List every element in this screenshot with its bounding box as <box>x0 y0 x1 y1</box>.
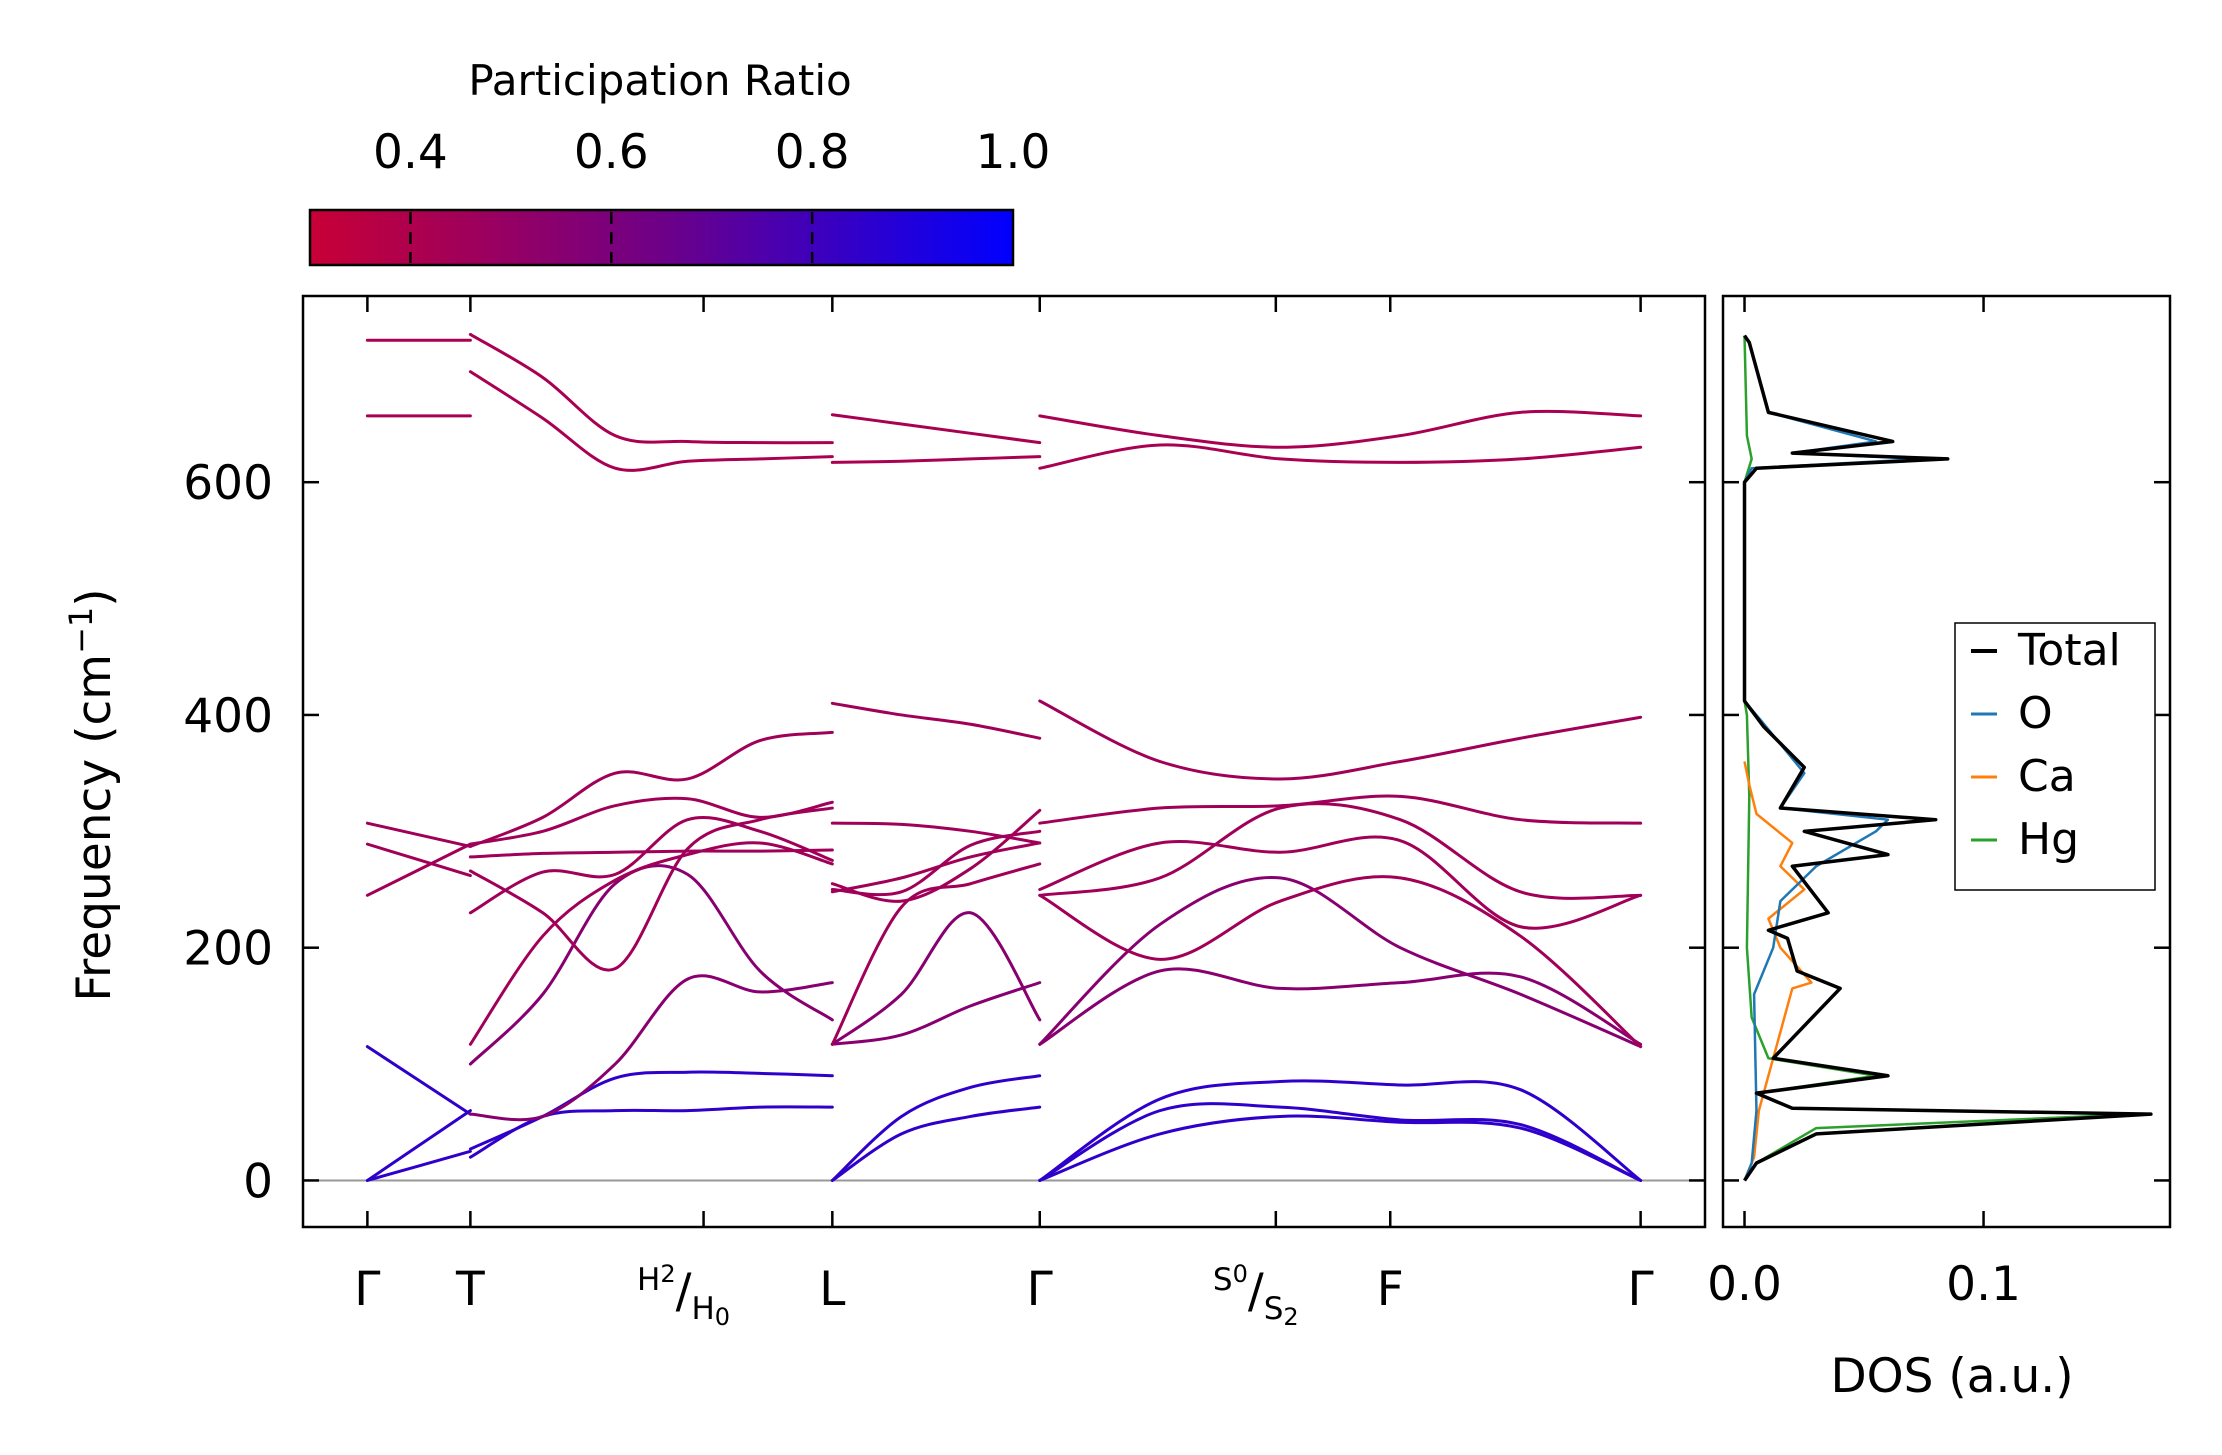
k-tick-label: H2/H0 <box>637 1260 730 1331</box>
band-seg2-branch7 <box>830 841 1042 894</box>
k-tick-label: Γ <box>1027 1262 1053 1317</box>
band-seg2-branch1 <box>830 1074 1042 1182</box>
legend-label-o: O <box>2018 688 2053 739</box>
colorbar: Participation Ratio 0.4 0.6 0.8 1.0 <box>308 56 1050 267</box>
band-seg1-branch0 <box>468 1105 834 1159</box>
colorbar-tick-label: 0.4 <box>373 125 448 180</box>
legend-label-ca: Ca <box>2018 751 2076 802</box>
band-seg2-branch4 <box>830 862 1042 1046</box>
y-tick-label: 200 <box>183 922 273 977</box>
dos-line-hg <box>1743 335 2141 1182</box>
legend-label-hg: Hg <box>2018 814 2079 865</box>
band-seg2-branch2 <box>830 981 1042 1046</box>
legend: Total O Ca Hg <box>1954 622 2156 891</box>
legend-label-total: Total <box>2017 625 2121 676</box>
band-seg2-branch9 <box>830 701 1042 740</box>
y-tick-label: 0 <box>243 1154 273 1209</box>
band-seg2-branch8 <box>830 821 1042 845</box>
dos-line-total <box>1742 334 2153 1182</box>
band-seg3-branch1 <box>1038 1079 1643 1182</box>
y-tick-label: 600 <box>183 456 273 511</box>
band-seg0-branch5 <box>365 821 472 848</box>
dos-axes-frame <box>1721 294 2172 1229</box>
y-axis-title: Frequency (cm−1) <box>62 588 122 1001</box>
dos-x-tick-label: 0.1 <box>1946 1257 2021 1312</box>
band-structure-panel: 0 200 400 600 Γ T H2/H0 L Γ S0/S2 F Γ Frequency (c… <box>62 294 1707 1331</box>
k-tick-label: Γ <box>1628 1262 1654 1317</box>
colorbar-gradient <box>308 208 1015 267</box>
phonon-bands <box>303 332 1705 1182</box>
band-seg3-branch9 <box>1038 699 1643 781</box>
band-seg3-branch7 <box>1038 802 1643 900</box>
band-seg1-branch2 <box>468 974 834 1122</box>
dos-line-ca <box>1743 761 1813 1181</box>
band-seg3-branch2 <box>1038 1114 1643 1182</box>
band-seg3-branch5 <box>1038 875 1643 1049</box>
band-seg1-branch7 <box>468 848 834 859</box>
band-seg3-branch0 <box>1038 1102 1643 1182</box>
band-seg3-branch8 <box>1038 794 1643 825</box>
dos-panel: 0.0 0.1 DOS (a.u.) Total O Ca Hg <box>1707 294 2172 1404</box>
band-seg3-branch10 <box>1038 443 1643 470</box>
k-tick-label: Γ <box>354 1262 380 1317</box>
band-seg1-branch4 <box>468 841 834 1046</box>
band-seg1-branch11 <box>468 332 834 445</box>
band-seg2-branch0 <box>830 1105 1042 1182</box>
legend-box <box>1954 622 2156 891</box>
band-seg3-branch11 <box>1038 409 1643 449</box>
band-seg1-branch3 <box>468 864 834 1066</box>
dos-curves <box>1742 334 2153 1182</box>
band-seg1-branch10 <box>468 370 834 472</box>
band-seg2-branch10 <box>830 455 1042 464</box>
colorbar-tick-label: 1.0 <box>976 125 1051 180</box>
band-seg3-branch3 <box>1038 967 1643 1046</box>
frequency-axis: 0 200 400 600 <box>183 456 1705 1209</box>
band-seg2-branch3 <box>830 911 1042 1046</box>
colorbar-tick-label: 0.8 <box>775 125 850 180</box>
band-seg0-branch4 <box>365 842 472 878</box>
band-seg2-branch6 <box>830 808 1042 903</box>
band-seg0-branch0 <box>365 1109 472 1182</box>
band-seg1-branch5 <box>468 815 834 915</box>
dos-y-ticks <box>1723 480 2170 1182</box>
band-seg0-branch1 <box>365 1149 472 1182</box>
band-seg1-branch9 <box>468 796 834 846</box>
k-tick-label: F <box>1377 1262 1404 1317</box>
band-seg1-branch8 <box>468 730 834 848</box>
y-tick-label: 400 <box>183 689 273 744</box>
band-seg0-branch3 <box>365 842 472 897</box>
x-axis-title: DOS (a.u.) <box>1830 1349 2073 1404</box>
band-seg2-branch11 <box>830 413 1042 445</box>
colorbar-title: Participation Ratio <box>468 56 851 105</box>
band-axes-frame <box>301 294 1707 1229</box>
k-tick-label: T <box>455 1262 485 1317</box>
band-seg3-branch4 <box>1038 875 1643 1049</box>
k-tick-label: L <box>819 1262 845 1317</box>
k-tick-label: S0/S2 <box>1213 1260 1299 1331</box>
band-seg1-branch6 <box>468 806 834 972</box>
band-seg3-branch6 <box>1038 835 1643 930</box>
k-path-axis: Γ T H2/H0 L Γ S0/S2 F Γ <box>354 296 1654 1331</box>
colorbar-ticks: 0.4 0.6 0.8 1.0 <box>373 125 1050 263</box>
band-seg0-branch2 <box>365 1045 472 1116</box>
dos-x-axis: 0.0 0.1 <box>1707 296 2021 1312</box>
dos-x-tick-label: 0.0 <box>1707 1257 1782 1312</box>
colorbar-tick-label: 0.6 <box>574 125 649 180</box>
